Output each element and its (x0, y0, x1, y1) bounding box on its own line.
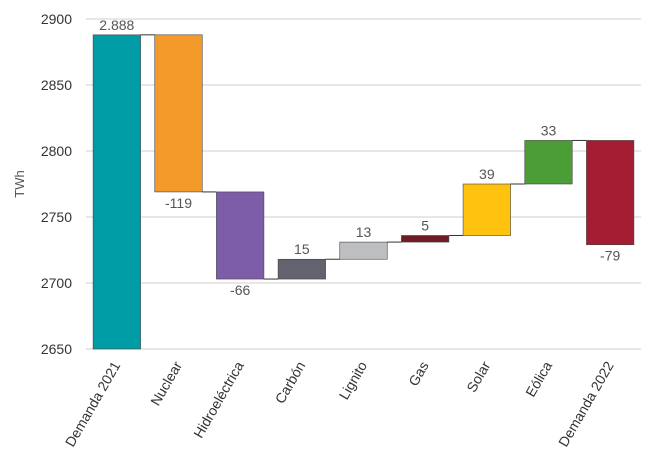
bar (216, 191, 265, 280)
y-tick-label: 2900 (41, 11, 72, 27)
value-label: 15 (294, 241, 310, 257)
y-tick-label: 2850 (41, 77, 72, 93)
value-label: -119 (165, 195, 192, 211)
value-label: 13 (356, 224, 372, 240)
value-label: 33 (541, 122, 557, 138)
x-tick-label: Solar (463, 358, 493, 395)
x-tick-label: Eólica (522, 358, 555, 399)
y-tick-label: 2800 (41, 143, 72, 159)
value-label: 39 (479, 166, 495, 182)
bar (277, 258, 326, 280)
y-tick-label: 2750 (41, 209, 72, 225)
bar (154, 34, 203, 193)
x-tick-label: Hidroeléctrica (190, 358, 247, 440)
x-tick-label: Carbón (272, 359, 309, 407)
y-tick-label: 2650 (41, 341, 72, 357)
value-label: 5 (421, 217, 429, 233)
x-tick-label: Demanda 2021 (62, 358, 124, 449)
value-label: -79 (600, 248, 620, 264)
x-tick-label: Lignito (336, 358, 371, 402)
y-tick-label: 2700 (41, 275, 72, 291)
value-label: -66 (230, 282, 250, 298)
bar (462, 183, 511, 236)
value-label: 2.888 (99, 17, 134, 33)
x-tick-label: Gas (405, 359, 432, 389)
x-tick-label: Demanda 2022 (555, 358, 617, 449)
bar (586, 140, 635, 246)
y-axis-label: TWh (12, 170, 27, 197)
bar (92, 34, 141, 350)
x-tick-label: Nuclear (147, 358, 185, 408)
bar (339, 241, 388, 260)
bar (524, 140, 573, 185)
bar (401, 235, 450, 243)
